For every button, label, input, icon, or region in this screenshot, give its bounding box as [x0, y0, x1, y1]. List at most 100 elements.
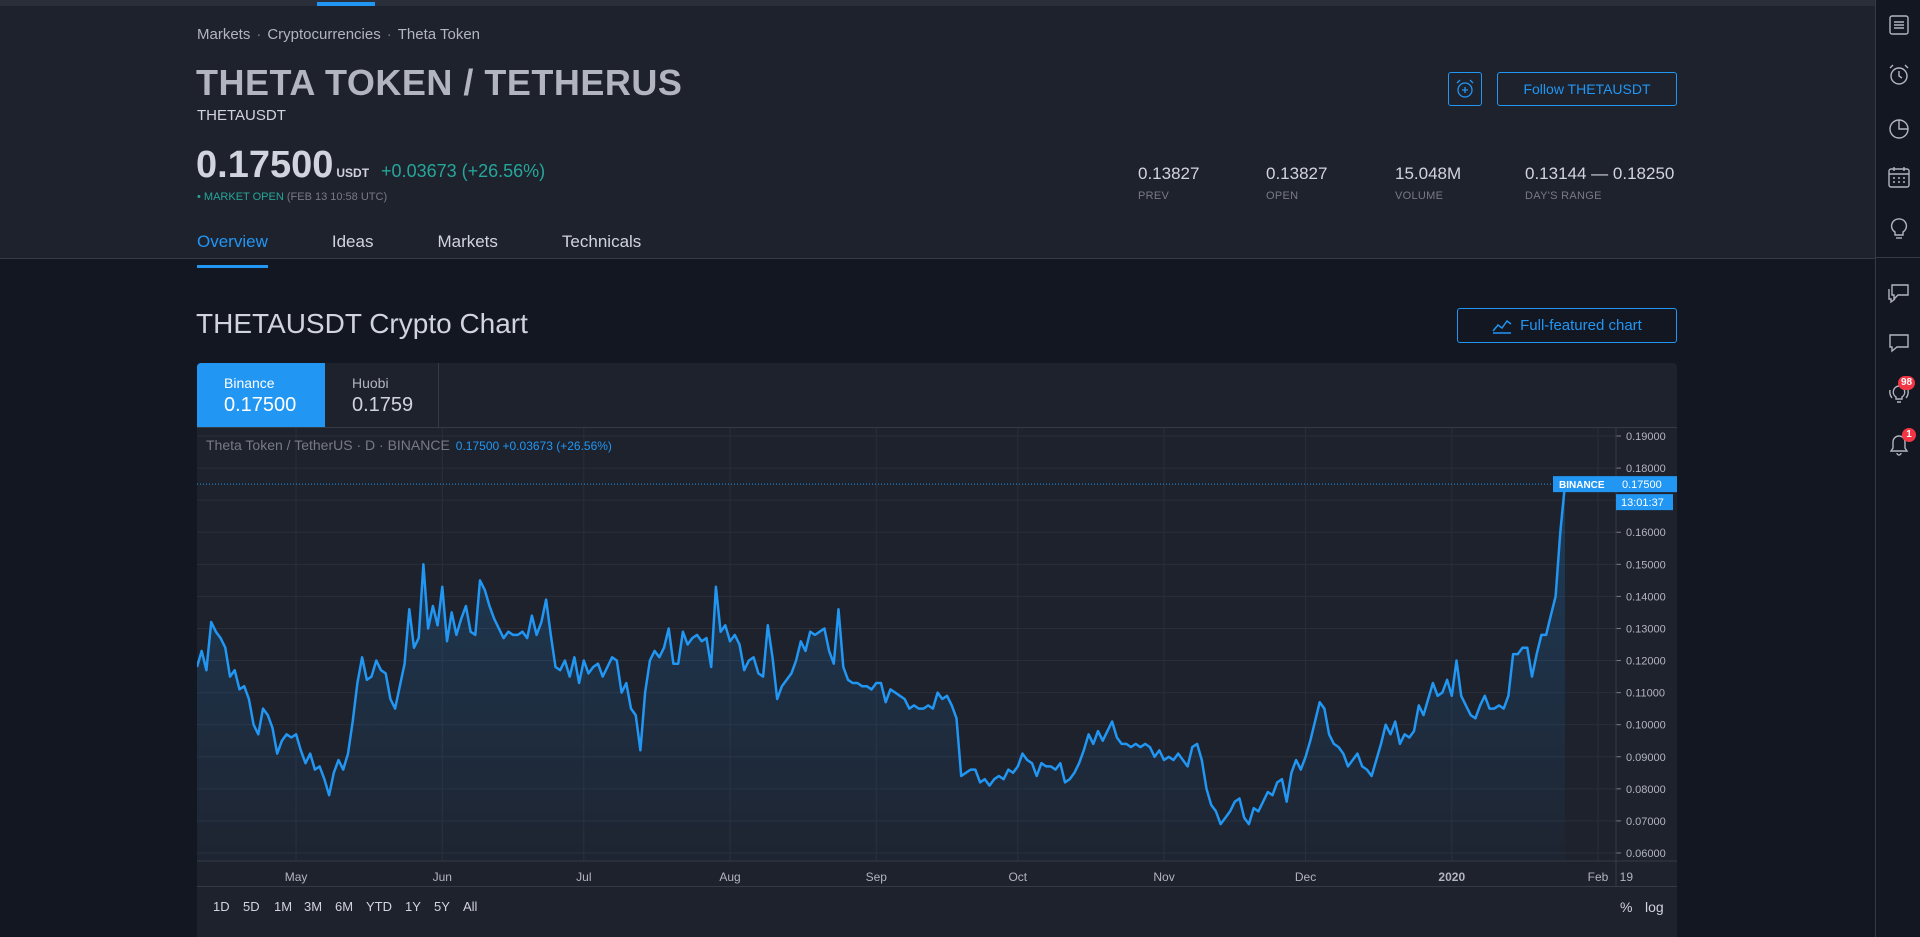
alarm-plus-icon	[1456, 79, 1474, 98]
range-all[interactable]: All	[463, 899, 478, 914]
exchange-name: Huobi	[352, 375, 389, 391]
market-open-label: • MARKET OPEN	[197, 191, 284, 203]
symbol-header: Markets · Cryptocurrencies · Theta Token THE…	[0, 6, 1875, 268]
chart-legend: Theta Token / TetherUS · D · BINANCE 0.17…	[206, 437, 612, 453]
breadcrumb: Markets · Cryptocurrencies · Theta Token	[197, 26, 480, 43]
x-tick-label: May	[285, 870, 308, 884]
exchange-tab-huobi[interactable]: Huobi 0.1759	[325, 363, 439, 427]
market-status: • MARKET OPEN (FEB 13 10:58 UTC)	[197, 191, 387, 203]
exchange-price: 0.17500	[224, 394, 297, 416]
stat-prev-value: 0.13827	[1138, 164, 1200, 183]
price-tag-exchange: BINANCE	[1559, 480, 1605, 491]
stat-days-range: 0.13144 — 0.18250 DAY'S RANGE	[1525, 164, 1674, 202]
tab-technicals[interactable]: Technicals	[561, 232, 642, 251]
breadcrumb-separator: ·	[256, 26, 262, 43]
add-alert-button[interactable]	[1448, 72, 1482, 106]
ticker-symbol: THETAUSDT	[197, 107, 286, 124]
exchange-name: Binance	[224, 375, 275, 391]
y-tick-label: 0.07000	[1626, 816, 1666, 828]
chat-icon[interactable]	[1886, 330, 1912, 356]
range-1y[interactable]: 1Y	[405, 899, 421, 914]
tab-overview[interactable]: Overview	[197, 232, 268, 268]
full-featured-chart-label: Full-featured chart	[1520, 317, 1642, 334]
market-time: (FEB 13 10:58 UTC)	[286, 191, 388, 203]
y-tick-label: 0.15000	[1626, 559, 1666, 571]
stat-volume-label: VOLUME	[1395, 190, 1444, 202]
alarm-clock-icon[interactable]	[1886, 62, 1912, 88]
chart-legend-values: 0.17500 +0.03673 (+26.56%)	[455, 439, 612, 453]
price-tag-background	[1553, 476, 1677, 493]
toolbar-divider	[1876, 257, 1920, 258]
calendar-icon[interactable]	[1886, 164, 1912, 190]
chart-legend-symbol: Theta Token / TetherUS · D · BINANCE	[206, 437, 450, 453]
exchange-price: 0.1759	[352, 394, 414, 416]
price-chart[interactable]: 0.190000.180000.170000.160000.150000.140…	[197, 428, 1677, 886]
range-5d[interactable]: 5D	[243, 899, 260, 914]
x-tick-label: Aug	[719, 870, 740, 884]
stat-open: 0.13827 OPEN	[1266, 164, 1327, 202]
price-line	[197, 483, 1567, 826]
y-tick-label: 0.19000	[1626, 431, 1666, 443]
price-row: 0.17500 USDT +0.03673 (+26.56%)	[196, 144, 545, 187]
stat-volume-value: 15.048M	[1395, 164, 1462, 183]
x-tick-label: Jul	[576, 870, 591, 884]
full-featured-chart-button[interactable]: Full-featured chart	[1457, 308, 1677, 343]
chart-card: Binance 0.17500 Huobi 0.1759 0.19000 0.18…	[197, 363, 1677, 937]
idea-bulb-icon[interactable]	[1886, 216, 1912, 242]
range-3m[interactable]: 3M	[304, 899, 323, 914]
tab-ideas[interactable]: Ideas	[331, 232, 374, 251]
stat-days-range-label: DAY'S RANGE	[1525, 190, 1602, 202]
x-tick-label: 2020	[1438, 870, 1465, 884]
top-strip	[0, 0, 1875, 6]
price-unit: USDT	[336, 166, 370, 180]
exchange-tab-binance[interactable]: Binance 0.17500	[197, 363, 325, 427]
page-title: THETA TOKEN / TETHERUS	[196, 62, 683, 103]
y-tick-label: 0.18000	[1626, 463, 1666, 475]
chats-icon[interactable]	[1886, 280, 1912, 306]
x-tick-label: Dec	[1295, 870, 1316, 884]
y-tick-label: 0.11000	[1626, 688, 1665, 700]
price-change: +0.03673 (+26.56%)	[381, 161, 546, 181]
stat-open-value: 0.13827	[1266, 164, 1328, 183]
log-scale-toggle[interactable]: log	[1645, 899, 1664, 915]
watchlist-icon[interactable]	[1886, 12, 1912, 38]
stat-open-label: OPEN	[1266, 190, 1299, 202]
price-tag-countdown: 13:01:37	[1621, 497, 1664, 509]
y-tick-label: 0.10000	[1626, 720, 1666, 732]
percent-scale-toggle[interactable]: %	[1620, 899, 1633, 915]
y-tick-label: 0.14000	[1626, 591, 1666, 603]
x-tick-label: Sep	[866, 870, 888, 884]
breadcrumb-separator: ·	[386, 26, 392, 43]
top-strip-active-indicator	[317, 2, 375, 6]
y-tick-label: 0.13000	[1626, 623, 1666, 635]
countdown-background	[1616, 494, 1673, 511]
stat-prev: 0.13827 PREV	[1138, 164, 1199, 202]
range-1m[interactable]: 1M	[274, 899, 293, 914]
y-tick-label: 0.12000	[1626, 656, 1666, 668]
breadcrumb-markets[interactable]: Markets	[197, 26, 251, 43]
price-area	[197, 484, 1565, 861]
tab-markets[interactable]: Markets	[437, 232, 498, 251]
symbol-tabs: Overview Ideas Markets Technicals	[197, 232, 705, 268]
breadcrumb-cryptocurrencies[interactable]: Cryptocurrencies	[267, 26, 381, 43]
chart-border	[197, 427, 1677, 428]
price-tag-price: 0.17500	[1622, 479, 1662, 491]
y-tick-label: 0.09000	[1626, 752, 1666, 764]
last-price: 0.17500	[196, 144, 334, 186]
stat-days-range-value: 0.13144 — 0.18250	[1525, 164, 1675, 183]
y-tick-label: 0.16000	[1626, 527, 1666, 539]
stat-prev-label: PREV	[1138, 190, 1170, 202]
range-6m[interactable]: 6M	[335, 899, 354, 914]
chart-section-title: THETAUSDT Crypto Chart	[196, 308, 528, 339]
right-toolbar: 98 1	[1875, 0, 1920, 937]
follow-button[interactable]: Follow THETAUSDT	[1497, 72, 1677, 106]
range-ytd[interactable]: YTD	[366, 899, 392, 914]
data-window-icon[interactable]	[1886, 115, 1912, 141]
range-5y[interactable]: 5Y	[434, 899, 450, 914]
range-1d[interactable]: 1D	[213, 899, 230, 914]
chart-line-icon	[1492, 319, 1512, 334]
breadcrumb-theta-token[interactable]: Theta Token	[397, 26, 480, 43]
notifications-badge: 1	[1902, 428, 1916, 442]
stat-volume: 15.048M VOLUME	[1395, 164, 1461, 202]
x-tick-label: 19	[1620, 870, 1634, 884]
